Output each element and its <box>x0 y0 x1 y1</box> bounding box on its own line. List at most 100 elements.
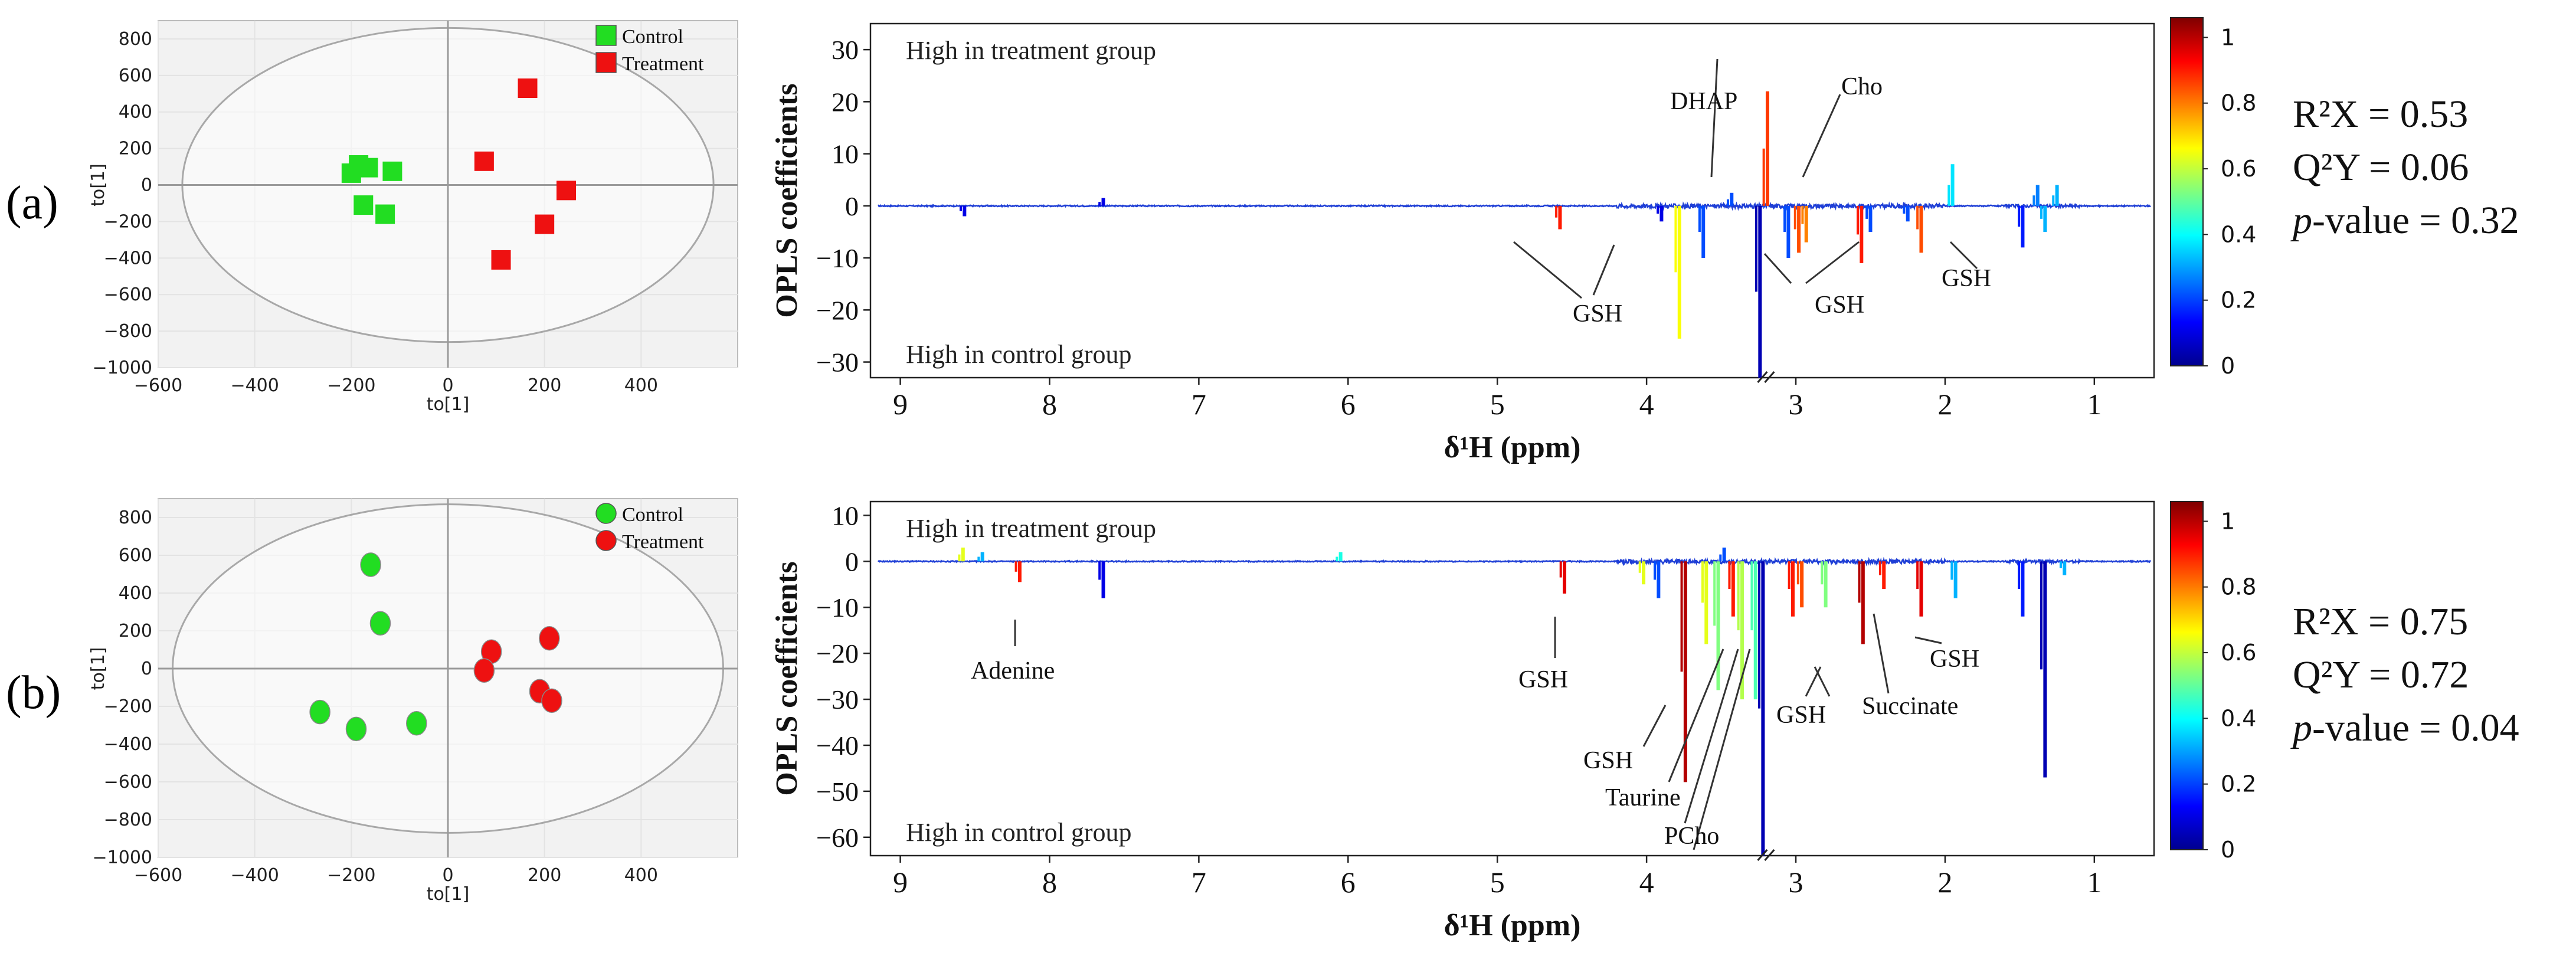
x-axis-label: to[1] <box>427 394 470 415</box>
y-tick-label: −30 <box>816 348 859 378</box>
y-tick-label: 800 <box>119 29 152 50</box>
y-axis-label: OPLS coefficients <box>770 561 804 795</box>
data-point-control <box>382 161 402 181</box>
q2y-value: Q²Y = 0.06 <box>2293 146 2469 189</box>
legend-label: Control <box>622 26 683 48</box>
x-tick-label: −200 <box>327 375 375 396</box>
y-tick-label: 200 <box>119 139 152 159</box>
x-tick-label: 200 <box>528 375 561 396</box>
panel-b: (b) −600 −400 −200 0 200 4008006004002000−200… <box>6 498 2519 942</box>
annotation-gsh: GSH <box>1942 265 1991 292</box>
colorbar-gradient <box>2170 17 2204 366</box>
x-tick-label: −400 <box>230 375 279 396</box>
colorbar-tick-label: 0.4 <box>2221 221 2256 247</box>
y-axis-label: to[1] <box>88 163 109 207</box>
colorbar-gradient <box>2170 501 2204 850</box>
y-tick-label: −1000 <box>93 358 152 378</box>
panel-a-label: (a) <box>6 177 58 229</box>
high-in-treatment-note: High in treatment group <box>906 36 1156 65</box>
plot-area <box>869 500 2155 857</box>
panel-a: (a) −600 −400 −200 0 200 4008006004002000−200… <box>6 17 2519 464</box>
x-tick-label: 8 <box>1042 388 1057 421</box>
x-tick-label: −600 <box>134 375 182 396</box>
y-tick-label: −400 <box>104 248 152 268</box>
colorbar-tick-label: 0 <box>2221 837 2235 863</box>
y-tick-label: −400 <box>104 734 152 755</box>
colorbar-tick-label: 1 <box>2221 24 2235 50</box>
x-tick-label: 7 <box>1192 866 1206 899</box>
annotation-gsh: GSH <box>1930 646 1979 673</box>
data-point-treatment <box>556 181 576 201</box>
x-tick-label: 200 <box>528 865 561 886</box>
scores-plot-a: −600 −400 −200 0 200 400 800 600 400 200 0 −200 −400… <box>88 20 738 415</box>
x-tick-label: 5 <box>1490 388 1505 421</box>
data-point-control <box>358 158 378 178</box>
spectrum-baseline <box>878 201 2151 211</box>
y-tick-label: −10 <box>816 243 859 273</box>
y-tick-label: −800 <box>104 321 152 342</box>
y-tick-label: −60 <box>816 823 859 853</box>
annotations-a <box>1513 58 1978 299</box>
y-tick-label: 0 <box>845 546 859 577</box>
data-point-treatment <box>541 688 562 713</box>
annotation-gsh: GSH <box>1776 702 1826 729</box>
x-tick-label: 9 <box>893 866 908 899</box>
y-tick-label: 30 <box>832 35 859 65</box>
x-tick-label: 0 <box>442 375 453 396</box>
colorbar-tick-label: 0.2 <box>2221 287 2256 313</box>
legend-label: Control <box>622 504 683 526</box>
annotations-b <box>1014 613 1942 850</box>
y-tick-label: 0 <box>845 191 859 221</box>
annotation-gsh: GSH <box>1573 300 1622 328</box>
legend-marker <box>595 52 617 73</box>
y-tick-label: −200 <box>104 696 152 717</box>
x-tick-label: −200 <box>327 865 375 886</box>
axis-break <box>1757 371 1768 383</box>
y-tick-label: −40 <box>816 731 859 761</box>
colorbar-tick-label: 0.6 <box>2221 156 2256 182</box>
x-tick-label: 6 <box>1341 866 1356 899</box>
legend-label: Treatment <box>622 531 704 553</box>
x-tick-label: 7 <box>1192 388 1206 421</box>
data-point-treatment <box>539 626 560 651</box>
axis-break <box>1764 371 1775 383</box>
y-tick-label: 20 <box>832 87 859 117</box>
y-tick-label: −30 <box>816 685 859 715</box>
legend-marker <box>595 503 617 524</box>
x-tick-label: 1 <box>2087 866 2102 899</box>
annotation-adenine: Adenine <box>971 657 1055 685</box>
p-value: p-value = 0.32 <box>2290 199 2519 242</box>
x-tick-label: −600 <box>134 865 182 886</box>
data-point-control <box>369 611 391 636</box>
colorbar-b: 1 0.8 0.6 0.4 0.2 0 <box>2170 501 2256 863</box>
legend-marker <box>595 530 617 551</box>
spectrum-baseline <box>878 556 2152 567</box>
x-axis-label: δ¹H (ppm) <box>1444 909 1581 942</box>
data-point-control <box>360 552 381 577</box>
y-tick-label: −600 <box>104 772 152 792</box>
annotation-taurine: Taurine <box>1605 784 1681 811</box>
r2x-value: R²X = 0.75 <box>2293 600 2468 643</box>
stats-b: R²X = 0.75 Q²Y = 0.72 p-value = 0.04 <box>2290 600 2519 749</box>
y-tick-label: 600 <box>119 545 152 566</box>
x-tick-label: 8 <box>1042 866 1057 899</box>
colorbar-tick-label: 0.2 <box>2221 771 2256 797</box>
annotation-gsh: GSH <box>1583 747 1633 774</box>
y-tick-label: −600 <box>104 284 152 305</box>
annotation-pcho: PCho <box>1664 823 1719 850</box>
y-tick-label: −50 <box>816 777 859 807</box>
data-point-control <box>309 699 330 725</box>
colorbar-tick-label: 0.8 <box>2221 90 2256 116</box>
x-tick-label: 3 <box>1789 866 1803 899</box>
plot-area <box>869 22 2155 379</box>
x-tick-label: 2 <box>1937 388 1952 421</box>
x-tick-label: −400 <box>230 865 279 886</box>
legend-label: Treatment <box>622 53 704 75</box>
y-tick-label: −20 <box>816 638 859 669</box>
y-tick-label: −20 <box>816 295 859 325</box>
opls-plot-a: 9 8 7 6 5 4 3 2 1 30 20 10 0 −10 −20 −30 High in treatme… <box>770 22 2155 464</box>
x-tick-label: 2 <box>1937 866 1952 899</box>
x-tick-label: 5 <box>1490 866 1505 899</box>
high-in-control-note: High in control group <box>906 340 1132 369</box>
